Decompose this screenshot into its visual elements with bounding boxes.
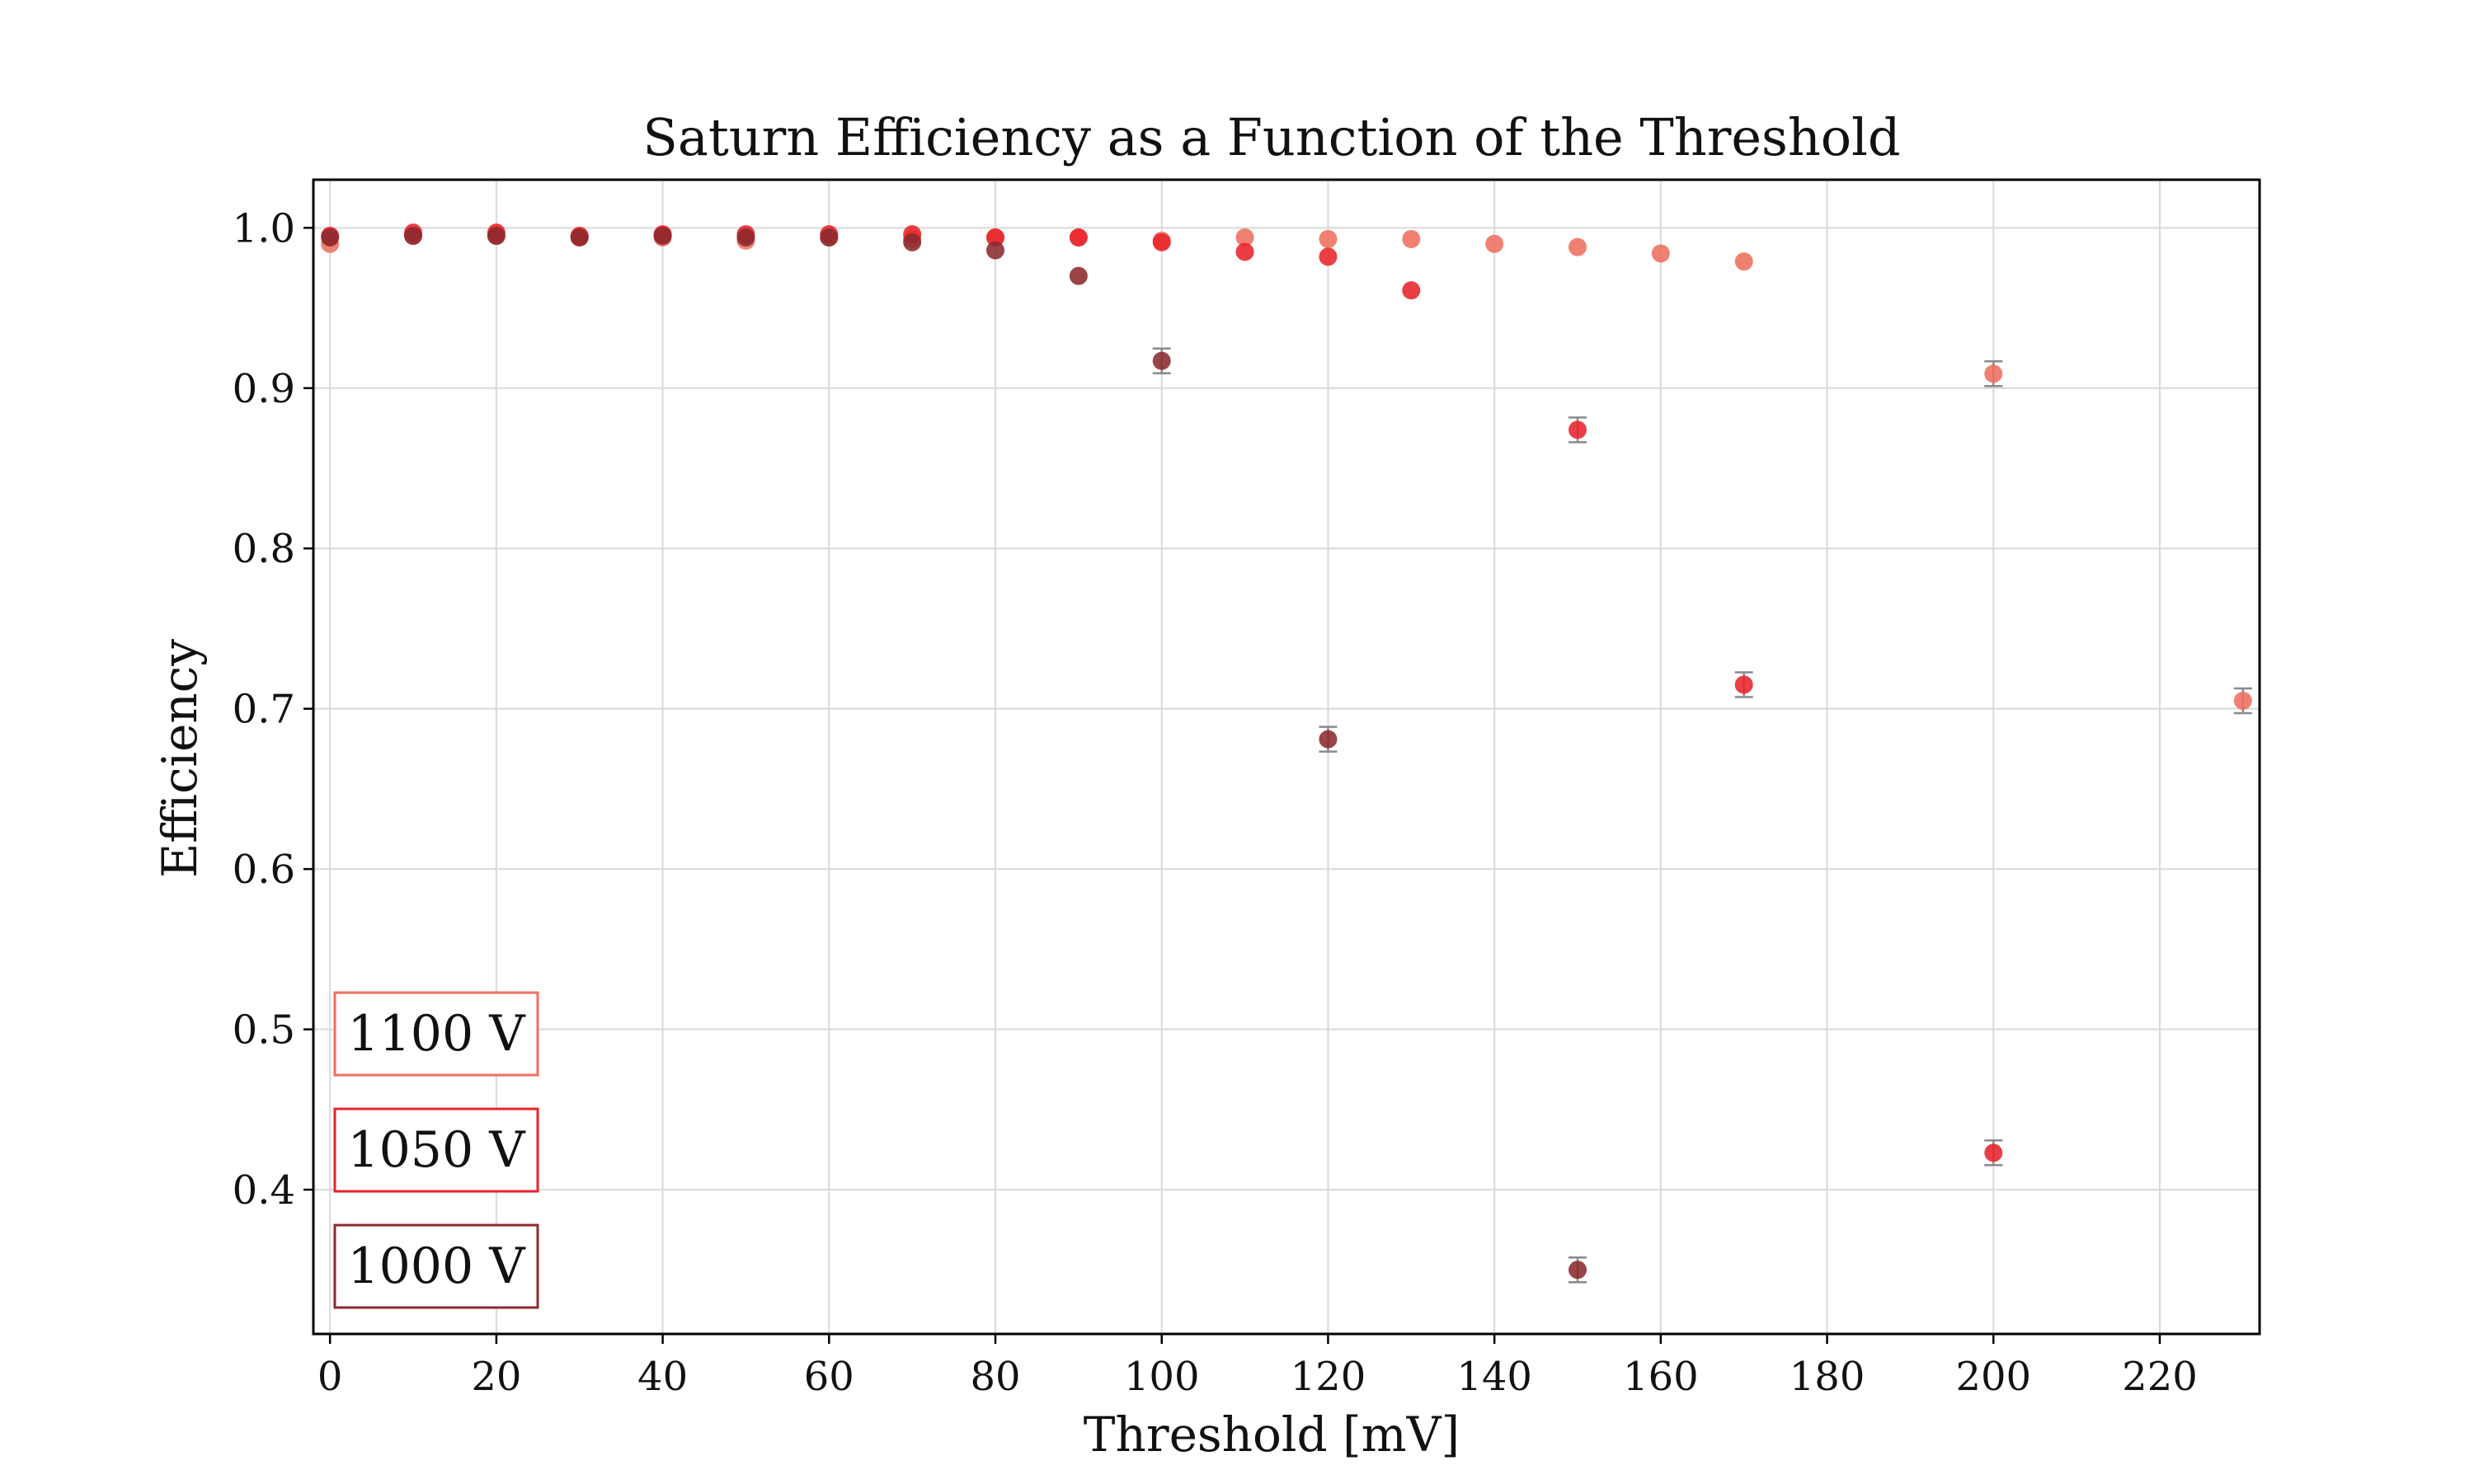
legend: 1100 V 1050 V 1000 V [333, 991, 539, 1309]
legend-label: 1050 V [347, 1121, 526, 1179]
x-tick-label: 40 [637, 1354, 688, 1400]
data-point [1485, 234, 1504, 253]
data-point [986, 241, 1005, 260]
y-tick-label: 1.0 [233, 205, 295, 251]
x-tick-label: 200 [1955, 1354, 2031, 1400]
legend-entry: 1050 V [333, 1107, 539, 1193]
data-point [1734, 675, 1753, 694]
legend-box [333, 1223, 539, 1309]
x-tick-label: 80 [970, 1354, 1020, 1400]
y-tick-label: 0.4 [233, 1167, 295, 1214]
data-point [570, 228, 589, 247]
data-point [1152, 232, 1171, 251]
legend-label: 1000 V [347, 1237, 526, 1295]
data-point [986, 228, 1005, 247]
data-point [2233, 691, 2252, 710]
data-point [1402, 229, 1421, 248]
data-point [404, 227, 423, 246]
x-tick-label: 220 [2122, 1354, 2198, 1400]
data-point [736, 228, 755, 247]
legend-label: 1100 V [347, 1005, 526, 1063]
data-point [487, 227, 506, 246]
x-tick-label: 100 [1124, 1354, 1200, 1400]
data-point [1568, 237, 1587, 256]
legend-box [333, 1107, 539, 1193]
y-tick-label: 0.7 [233, 687, 295, 733]
legend-box [333, 991, 539, 1077]
data-point [1734, 252, 1753, 271]
plot-frame [312, 178, 2261, 1336]
data-point [1319, 247, 1338, 266]
x-tick-label: 160 [1623, 1354, 1699, 1400]
data-point [1319, 730, 1338, 749]
y-tick-label: 0.9 [233, 366, 295, 412]
x-tick-label: 120 [1291, 1354, 1366, 1400]
y-axis-label: Efficiency [152, 639, 208, 878]
data-point [653, 227, 672, 246]
legend-entry: 1000 V [333, 1223, 539, 1309]
chart-title: Saturn Efficiency as a Function of the T… [642, 107, 1900, 167]
x-tick-label: 0 [317, 1354, 343, 1400]
data-point [1402, 281, 1421, 300]
data-point [1152, 351, 1171, 370]
data-point [1568, 1261, 1587, 1280]
y-tick-label: 0.6 [233, 847, 295, 893]
data-point [1319, 229, 1338, 248]
data-point [1568, 420, 1587, 439]
axis-ticks: 0 20 40 60 80 100 120 140 160 180 200 220 0.4 0.5 0.6 0… [233, 205, 2198, 1400]
series-1000v [321, 227, 1587, 1284]
x-tick-label: 140 [1456, 1354, 1532, 1400]
data-point [1984, 1144, 2003, 1162]
data-point [1651, 244, 1670, 263]
x-tick-label: 180 [1790, 1354, 1865, 1400]
data-point [1235, 228, 1254, 247]
data-point [1069, 228, 1088, 247]
data-point [1069, 266, 1088, 285]
x-tick-label: 20 [471, 1354, 521, 1400]
x-tick-label: 60 [804, 1354, 854, 1400]
x-axis-label: Threshold [mV] [1084, 1407, 1460, 1463]
data-point [1984, 364, 2003, 383]
data-point [321, 228, 340, 247]
data-point [903, 232, 922, 251]
data-point [1235, 242, 1254, 261]
legend-entry: 1100 V [333, 991, 539, 1077]
data-points [321, 223, 2252, 1284]
y-tick-label: 0.5 [233, 1007, 295, 1054]
data-point [820, 228, 839, 247]
y-tick-label: 0.8 [233, 526, 295, 572]
